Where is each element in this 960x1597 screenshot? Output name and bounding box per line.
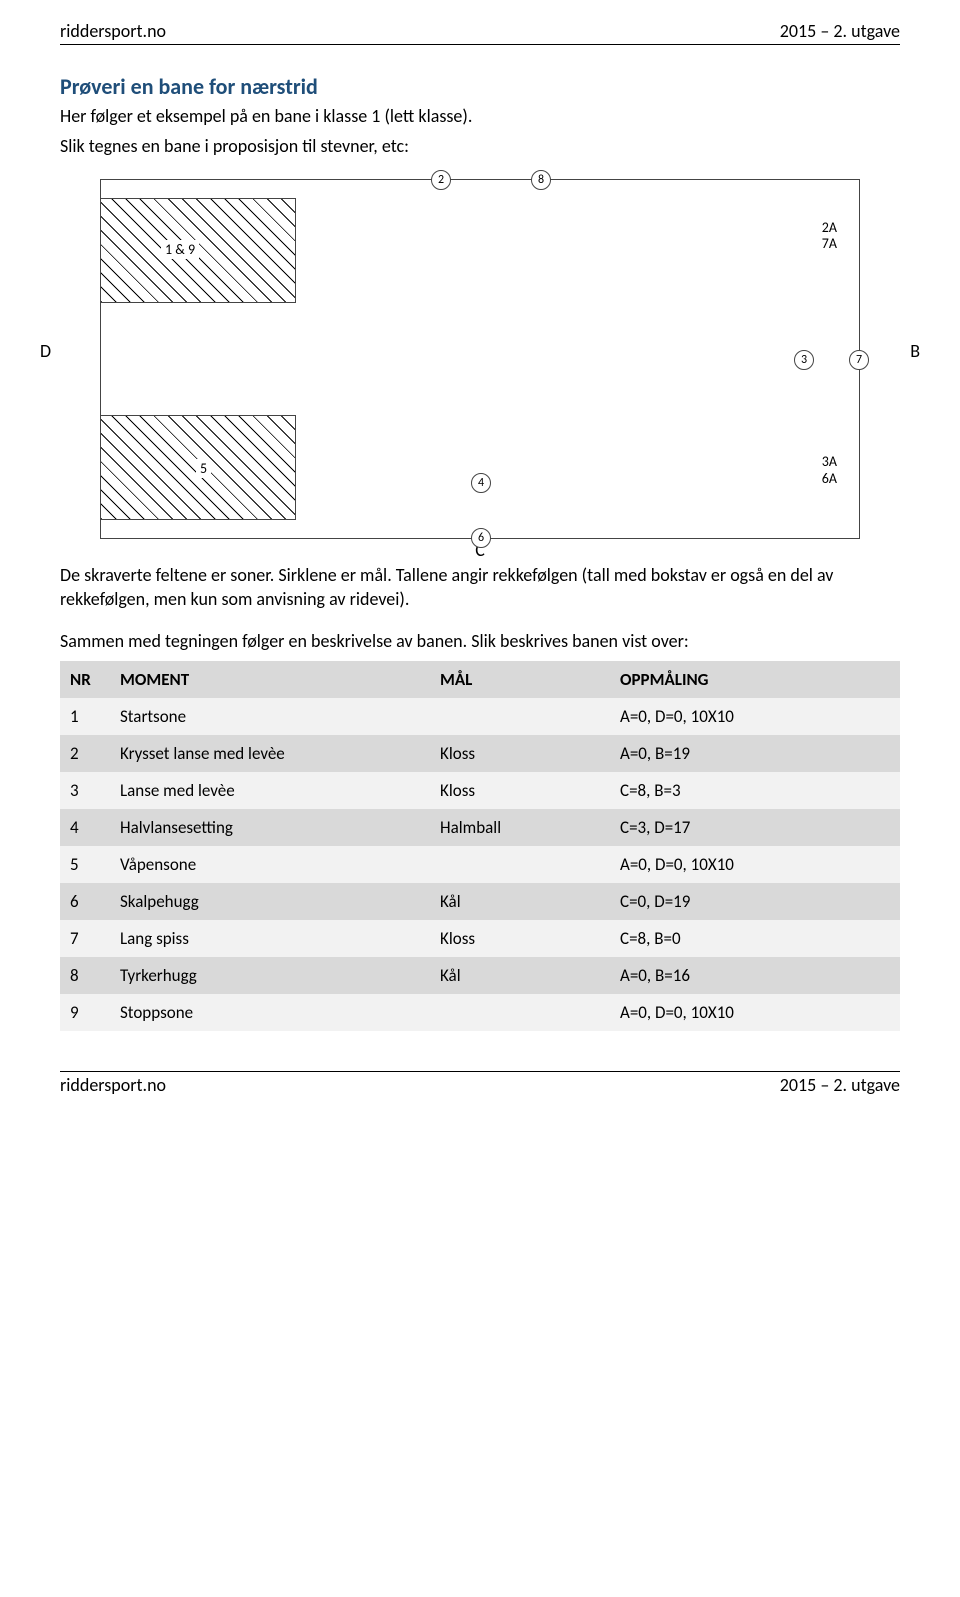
corner-d: D bbox=[40, 340, 51, 362]
table-row: 8 Tyrkerhugg Kål A=0, B=16 bbox=[60, 957, 900, 994]
cell-opp: C=0, D=19 bbox=[610, 883, 900, 920]
cell-nr: 3 bbox=[60, 772, 110, 809]
cell-mal bbox=[430, 994, 610, 1031]
page-footer: riddersport.no 2015 – 2. utgave bbox=[60, 1071, 900, 1096]
cell-moment: Lang spiss bbox=[110, 920, 430, 957]
table-row: 2 Krysset lanse med levèe Kloss A=0, B=1… bbox=[60, 735, 900, 772]
cell-moment: Skalpehugg bbox=[110, 883, 430, 920]
cell-nr: 9 bbox=[60, 994, 110, 1031]
side-7a: 7A bbox=[822, 235, 837, 252]
table-row: 4 Halvlansesetting Halmball C=3, D=17 bbox=[60, 809, 900, 846]
marker-2: 2 bbox=[431, 170, 451, 190]
table-row: 6 Skalpehugg Kål C=0, D=19 bbox=[60, 883, 900, 920]
side-6a: 6A bbox=[822, 470, 837, 487]
cell-moment: Stoppsone bbox=[110, 994, 430, 1031]
cell-opp: A=0, B=19 bbox=[610, 735, 900, 772]
cell-opp: A=0, B=16 bbox=[610, 957, 900, 994]
cell-mal bbox=[430, 698, 610, 735]
side-3a: 3A bbox=[822, 453, 837, 470]
page-header: riddersport.no 2015 – 2. utgave bbox=[60, 20, 900, 45]
para-before-table: Sammen med tegningen følger en beskrivel… bbox=[60, 629, 900, 653]
cell-opp: C=3, D=17 bbox=[610, 809, 900, 846]
th-moment: MOMENT bbox=[110, 661, 430, 698]
marker-8: 8 bbox=[531, 170, 551, 190]
side-2a-7a: 2A 7A bbox=[822, 220, 837, 254]
arena-diagram: A B C D 1 & 9 5 2 8 3 7 4 6 2A 7A 3A 6A bbox=[60, 179, 900, 539]
cell-nr: 4 bbox=[60, 809, 110, 846]
table-row: 3 Lanse med levèe Kloss C=8, B=3 bbox=[60, 772, 900, 809]
para-after-diagram: De skraverte feltene er soner. Sirklene … bbox=[60, 563, 900, 612]
table-row: 1 Startsone A=0, D=0, 10X10 bbox=[60, 698, 900, 735]
moments-table: NR MOMENT MÅL OPPMÅLING 1 Startsone A=0,… bbox=[60, 661, 900, 1031]
cell-mal: Kål bbox=[430, 883, 610, 920]
cell-moment: Startsone bbox=[110, 698, 430, 735]
intro-1: Her følger et eksempel på en bane i klas… bbox=[60, 104, 900, 128]
marker-4: 4 bbox=[471, 473, 491, 493]
cell-opp: C=8, B=0 bbox=[610, 920, 900, 957]
cell-nr: 5 bbox=[60, 846, 110, 883]
zone-5-label: 5 bbox=[196, 459, 211, 478]
intro-2: Slik tegnes en bane i proposisjon til st… bbox=[60, 134, 900, 158]
cell-mal: Kål bbox=[430, 957, 610, 994]
cell-moment: Halvlansesetting bbox=[110, 809, 430, 846]
cell-opp: A=0, D=0, 10X10 bbox=[610, 698, 900, 735]
footer-left: riddersport.no bbox=[60, 1074, 166, 1096]
th-oppmaling: OPPMÅLING bbox=[610, 661, 900, 698]
cell-nr: 8 bbox=[60, 957, 110, 994]
cell-opp: A=0, D=0, 10X10 bbox=[610, 846, 900, 883]
table-header-row: NR MOMENT MÅL OPPMÅLING bbox=[60, 661, 900, 698]
cell-moment: Lanse med levèe bbox=[110, 772, 430, 809]
cell-nr: 6 bbox=[60, 883, 110, 920]
cell-opp: A=0, D=0, 10X10 bbox=[610, 994, 900, 1031]
marker-7: 7 bbox=[849, 350, 869, 370]
table-row: 7 Lang spiss Kloss C=8, B=0 bbox=[60, 920, 900, 957]
corner-b: B bbox=[910, 340, 920, 362]
th-nr: NR bbox=[60, 661, 110, 698]
table-row: 9 Stoppsone A=0, D=0, 10X10 bbox=[60, 994, 900, 1031]
cell-moment: Krysset lanse med levèe bbox=[110, 735, 430, 772]
cell-moment: Tyrkerhugg bbox=[110, 957, 430, 994]
cell-mal bbox=[430, 846, 610, 883]
zone-1-9-label: 1 & 9 bbox=[161, 240, 199, 259]
table-row: 5 Våpensone A=0, D=0, 10X10 bbox=[60, 846, 900, 883]
cell-nr: 7 bbox=[60, 920, 110, 957]
marker-6: 6 bbox=[471, 528, 491, 548]
cell-opp: C=8, B=3 bbox=[610, 772, 900, 809]
cell-moment: Våpensone bbox=[110, 846, 430, 883]
side-2a: 2A bbox=[822, 219, 837, 236]
page-title: Prøveri en bane for nærstrid bbox=[60, 73, 900, 100]
table-body: 1 Startsone A=0, D=0, 10X10 2 Krysset la… bbox=[60, 698, 900, 1031]
cell-mal: Kloss bbox=[430, 735, 610, 772]
cell-mal: Kloss bbox=[430, 920, 610, 957]
cell-mal: Halmball bbox=[430, 809, 610, 846]
cell-mal: Kloss bbox=[430, 772, 610, 809]
header-left: riddersport.no bbox=[60, 20, 166, 42]
marker-3: 3 bbox=[794, 350, 814, 370]
arena-box: 1 & 9 5 2 8 3 7 4 6 2A 7A 3A 6A bbox=[100, 179, 860, 539]
th-mal: MÅL bbox=[430, 661, 610, 698]
cell-nr: 1 bbox=[60, 698, 110, 735]
side-3a-6a: 3A 6A bbox=[822, 454, 837, 488]
header-right: 2015 – 2. utgave bbox=[780, 20, 900, 42]
footer-right: 2015 – 2. utgave bbox=[780, 1074, 900, 1096]
cell-nr: 2 bbox=[60, 735, 110, 772]
